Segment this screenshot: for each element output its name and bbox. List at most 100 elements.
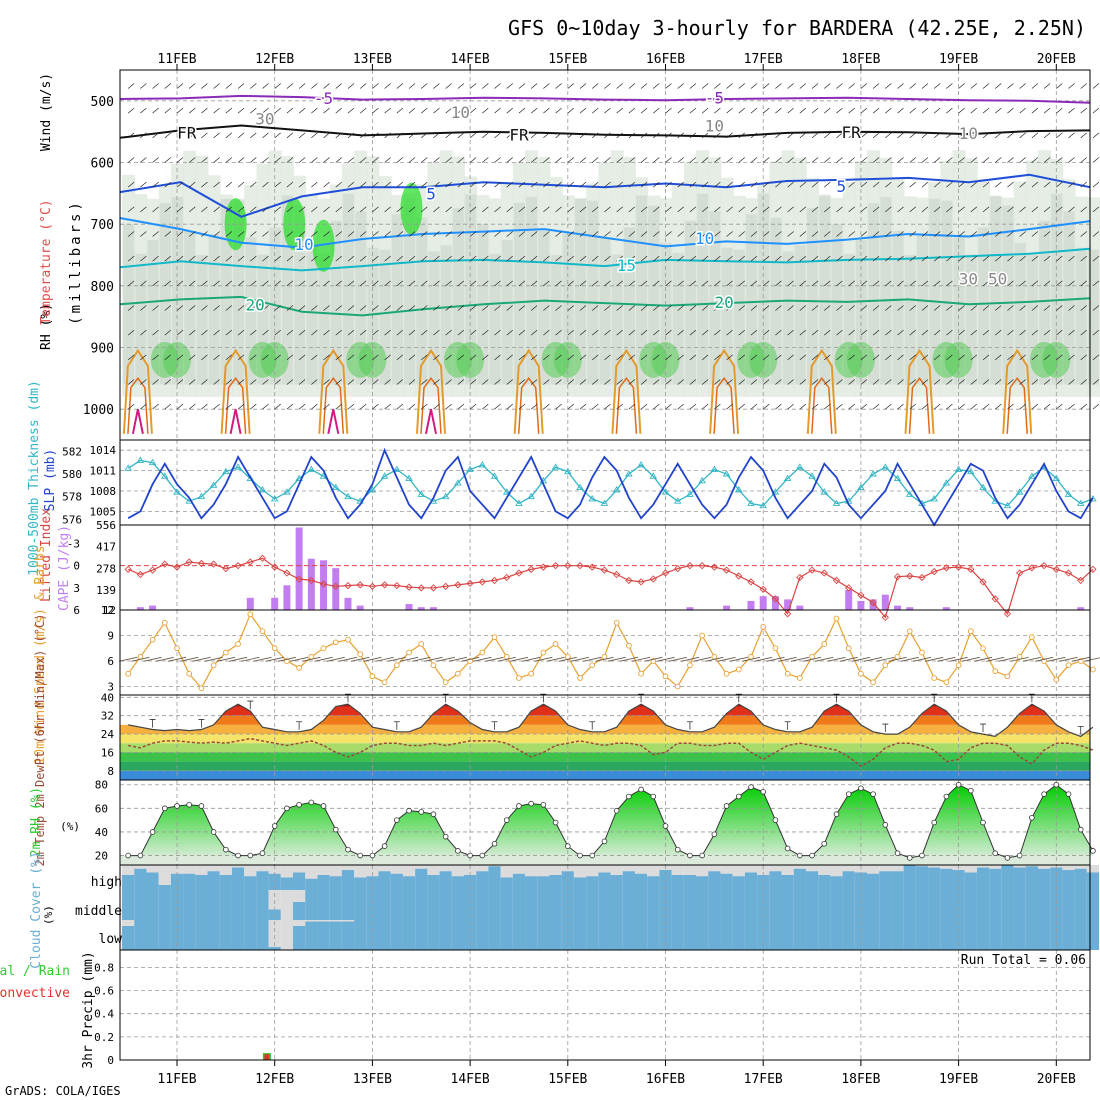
- wind-barb: [335, 354, 342, 361]
- wind-barb: [323, 354, 330, 361]
- isotherm-35-loop: [229, 409, 242, 434]
- wind-barb: [518, 305, 526, 311]
- rh-point: [284, 805, 290, 812]
- wind-barb: [970, 255, 978, 262]
- wind-barb: [286, 280, 294, 287]
- wind-barb: [653, 280, 660, 287]
- wind-barb: [689, 329, 697, 336]
- wind-barb: [701, 83, 709, 89]
- thickness-point: [1003, 501, 1012, 509]
- wind-barb: [909, 354, 916, 361]
- cloud-bar: [818, 890, 831, 920]
- cloud-bar: [427, 890, 440, 920]
- svg-text:RH (%): RH (%): [39, 303, 54, 350]
- wind-barb: [555, 83, 562, 89]
- cloud-bar: [488, 890, 501, 920]
- surface-wind-barb: [570, 656, 590, 662]
- pressure-tick: 800: [91, 280, 114, 295]
- wind-barb: [298, 354, 306, 361]
- wind-barb: [201, 107, 208, 114]
- wind-barb: [274, 181, 281, 188]
- cape-bar: [356, 605, 364, 610]
- rh-shade-cell: [452, 208, 464, 385]
- wind-barb: [1068, 403, 1075, 410]
- wind-barb: [530, 305, 538, 311]
- cloud-level-label: high: [91, 875, 122, 890]
- wind-barb: [1019, 329, 1026, 336]
- wind-barb: [518, 107, 526, 114]
- cape-bar: [894, 605, 902, 610]
- wind-barb: [372, 329, 379, 336]
- cloud-bar: [1013, 920, 1026, 950]
- wind-barb: [530, 379, 538, 385]
- cape-ylabels: Lifted Index CAPE (J/kg): [39, 508, 72, 611]
- wind-barb: [909, 132, 916, 139]
- cloud-bar: [903, 920, 916, 950]
- wind-barb: [250, 379, 257, 385]
- isotherm-25-loop: [122, 348, 153, 434]
- rh-point: [442, 833, 449, 840]
- cloud-bar: [818, 875, 831, 890]
- wind-barb: [457, 255, 465, 262]
- wind-barb: [469, 132, 477, 139]
- li-point: [319, 580, 328, 588]
- wind-barb: [152, 255, 159, 262]
- precip-axis-label: 3hr Precip (mm): [81, 951, 96, 1068]
- wind-barb: [433, 255, 440, 262]
- rh-point: [931, 819, 937, 826]
- wind-barb: [433, 305, 440, 311]
- li-tick: 6: [73, 604, 80, 617]
- wind-speed-point: [760, 624, 767, 630]
- wind-barb: [311, 107, 318, 114]
- wind-barb: [384, 329, 391, 336]
- li-point: [967, 565, 975, 573]
- wind-barb: [579, 231, 587, 237]
- wind-barb: [921, 206, 929, 213]
- isotherm-label: 50: [988, 270, 1007, 289]
- wind-barb: [176, 329, 184, 336]
- rh-shade-cell: [745, 214, 757, 385]
- li-point: [185, 558, 193, 566]
- cloud-bar: [976, 867, 990, 890]
- li-point: [625, 576, 633, 585]
- wind-barb: [555, 157, 562, 163]
- wind-speed-point: [247, 611, 254, 618]
- wind-barb: [592, 379, 599, 385]
- wind-barb: [995, 231, 1002, 237]
- cloud-bar: [696, 876, 709, 890]
- cloud-bar: [830, 876, 843, 890]
- wind-barb: [469, 107, 477, 114]
- wind-barb: [787, 305, 794, 311]
- wind-barb: [530, 206, 538, 213]
- rh-shade-cell: [929, 198, 941, 385]
- cloud-clear: [268, 920, 281, 947]
- li-point: [478, 578, 486, 586]
- cloud-clear: [647, 865, 660, 877]
- wind-barb: [311, 83, 318, 89]
- wind-barb: [188, 305, 196, 311]
- thickness-point: [576, 483, 584, 491]
- wind-barb: [1031, 403, 1039, 410]
- wind-barb: [518, 354, 526, 361]
- cloud-bar: [708, 920, 721, 950]
- wind-barb: [482, 107, 489, 114]
- rh-shade-cell: [134, 194, 148, 397]
- rh-shade-cell: [489, 253, 501, 385]
- wind-barb: [1019, 403, 1026, 410]
- wind-barb: [457, 157, 465, 163]
- rh-shade-cell: [1039, 220, 1051, 385]
- wind-barb: [274, 329, 281, 336]
- wind-barb: [396, 231, 404, 237]
- cloud-bar: [158, 890, 171, 920]
- wind-barb: [567, 181, 575, 188]
- rh-shade-cell: [782, 251, 794, 385]
- wind-barb: [359, 255, 367, 262]
- isotherm-label: 5: [426, 185, 436, 204]
- wind-barb: [164, 83, 172, 89]
- li-point: [356, 581, 364, 589]
- wind-barb: [677, 83, 684, 89]
- wind-speed-point: [748, 653, 754, 660]
- wind-barb: [530, 157, 538, 163]
- wind-barb: [860, 181, 868, 188]
